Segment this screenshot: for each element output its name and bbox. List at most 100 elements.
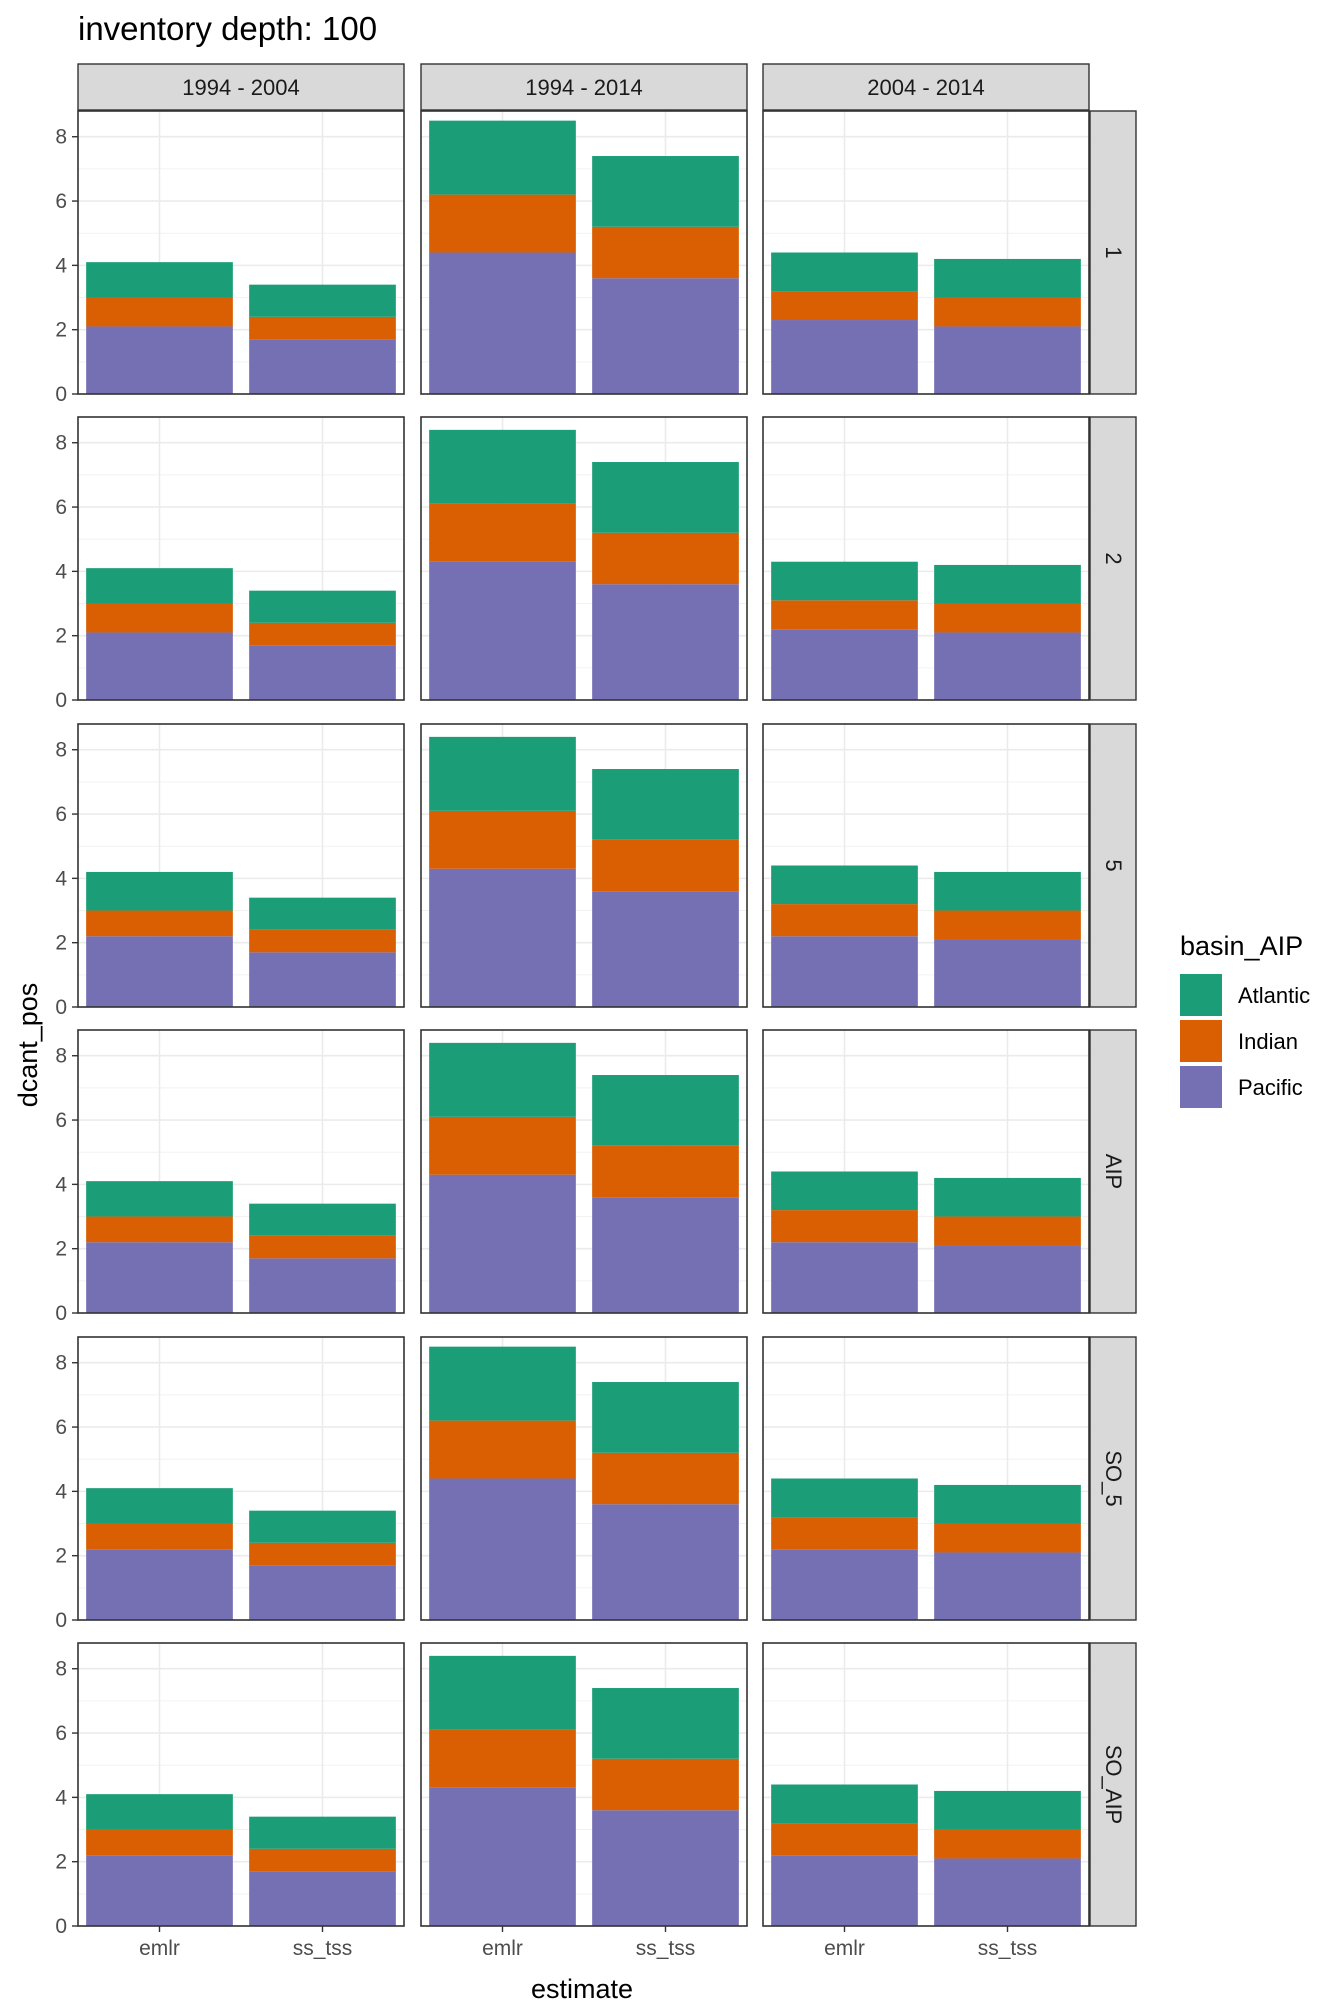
y-tick-label: 8 [55,1045,67,1068]
panel-5-2004-2014 [762,723,1090,1008]
panel-border [77,1642,405,1927]
bar-ss-tss-pacific [592,1504,739,1620]
y-tick-label: 8 [55,432,67,455]
bar-emlr-atlantic [771,1784,918,1824]
row-strip-label: SO_5 [1101,1450,1126,1506]
bar-ss-tss-atlantic [249,590,396,623]
panel-so-aip-2004-2014 [762,1642,1090,1927]
panel-so-aip-1994-2004 [77,1642,405,1927]
panel-border [762,723,1090,1008]
bar-ss-tss-atlantic [249,1203,396,1236]
y-tick-label: 2 [55,319,67,342]
panel-border [762,1642,1090,1927]
y-tick-label: 6 [55,803,67,826]
legend-key-indian [1180,1020,1222,1062]
y-tick-label: 6 [55,1416,67,1439]
bar-ss-tss-atlantic [249,1510,396,1543]
panel-5-1994-2004 [77,723,405,1008]
row-strip-label: AIP [1101,1154,1126,1189]
bar-ss-tss-indian [592,1145,739,1198]
row-strip-label: 1 [1101,246,1126,258]
y-axis-title: dcant_pos [13,983,43,1108]
bar-emlr-pacific [86,1242,233,1313]
bar-ss-tss-atlantic [934,564,1081,604]
panel-so-5-1994-2004 [77,1336,405,1621]
bar-ss-tss-pacific [934,1245,1081,1313]
bar-ss-tss-atlantic [249,897,396,930]
bar-emlr-pacific [429,561,576,700]
legend-label-pacific: Pacific [1238,1075,1303,1100]
legend-label-indian: Indian [1238,1029,1298,1054]
bar-emlr-pacific [429,868,576,1007]
bar-ss-tss-indian [249,1542,396,1566]
bar-ss-tss-atlantic [592,1688,739,1759]
bar-emlr-atlantic [86,871,233,911]
bar-emlr-atlantic [429,736,576,811]
bar-emlr-atlantic [86,568,233,604]
bar-emlr-atlantic [429,1042,576,1117]
bar-emlr-pacific [86,936,233,1007]
y-tick-label: 4 [55,254,67,277]
bar-emlr-atlantic [86,1794,233,1830]
y-tick-label: 0 [55,1302,67,1325]
legend: basin_AIP Atlantic Indian Pacific [1180,931,1310,1108]
bar-emlr-indian [429,1729,576,1788]
bar-ss-tss-indian [592,1452,739,1505]
y-tick-label: 6 [55,190,67,213]
bar-emlr-atlantic [429,429,576,504]
bar-emlr-atlantic [771,1478,918,1518]
panel-border [77,1336,405,1621]
bar-ss-tss-pacific [934,632,1081,700]
y-tick-label: 0 [55,383,67,406]
bar-ss-tss-pacific [249,1258,396,1313]
bar-ss-tss-atlantic [592,1075,739,1146]
bar-emlr-indian [86,1216,233,1243]
bar-ss-tss-atlantic [592,1382,739,1453]
bar-ss-tss-pacific [249,952,396,1007]
bar-emlr-atlantic [86,1488,233,1524]
bar-ss-tss-indian [249,1235,396,1259]
x-tick-label: emlr [482,1937,523,1960]
column-strip-1994-2014 [420,63,748,111]
bar-emlr-indian [771,291,918,321]
y-tick-label: 2 [55,932,67,955]
y-tick-label: 0 [55,996,67,1019]
bar-emlr-pacific [429,1787,576,1926]
bar-ss-tss-indian [592,839,739,892]
x-tick-label: emlr [824,1937,865,1960]
panel-1-2004-2014 [762,110,1090,395]
x-tick-label: ss_tss [978,1937,1038,1960]
row-strip-label: 2 [1101,552,1126,564]
y-tick-label: 4 [55,1173,67,1196]
bar-emlr-pacific [429,1478,576,1620]
y-tick-label: 4 [55,1480,67,1503]
bar-ss-tss-indian [934,1523,1081,1553]
y-tick-label: 8 [55,126,67,149]
bar-emlr-pacific [771,1855,918,1926]
bar-ss-tss-pacific [592,891,739,1007]
y-tick-label: 2 [55,1238,67,1261]
bar-emlr-indian [771,1210,918,1243]
legend-key-atlantic [1180,974,1222,1016]
bar-ss-tss-indian [249,1848,396,1872]
bar-ss-tss-indian [934,297,1081,327]
bar-ss-tss-pacific [592,1810,739,1926]
panel-border [77,416,405,701]
bar-emlr-indian [86,297,233,327]
y-tick-label: 2 [55,1545,67,1568]
bar-emlr-pacific [429,1174,576,1313]
column-strip-2004-2014 [762,63,1090,111]
row-strip-so-aip [1089,1642,1137,1927]
panel-5-1994-2014 [420,723,748,1008]
bar-emlr-indian [86,1523,233,1550]
panel-aip-1994-2014 [420,1029,748,1314]
row-strip-aip [1089,1029,1137,1314]
bar-ss-tss-pacific [934,1552,1081,1620]
bar-emlr-pacific [86,1855,233,1926]
panel-2-1994-2014 [420,416,748,701]
bar-emlr-indian [86,603,233,633]
bar-emlr-pacific [86,326,233,394]
column-strip-1994-2004 [77,63,405,111]
bar-ss-tss-indian [592,1758,739,1811]
bar-emlr-pacific [429,252,576,394]
